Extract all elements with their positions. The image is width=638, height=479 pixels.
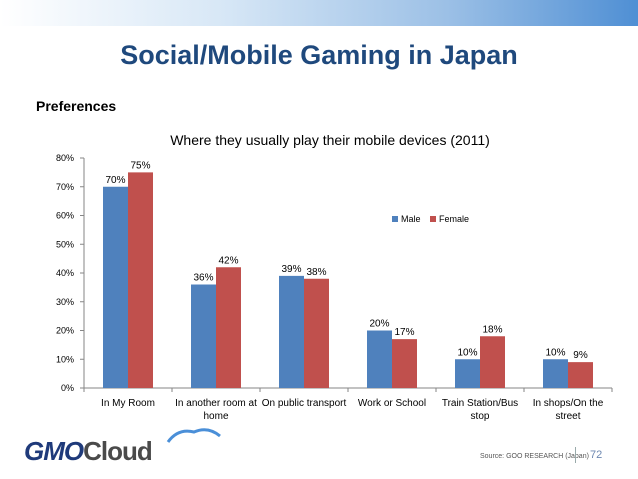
data-label: 38%	[306, 267, 326, 278]
bar-male	[543, 359, 568, 388]
cloud-swoosh-icon	[166, 428, 221, 443]
bar-female	[480, 336, 505, 388]
y-tick-label: 80%	[56, 153, 74, 163]
section-heading: Preferences	[36, 98, 117, 114]
bar-female	[392, 339, 417, 388]
source-note: Source: GOO RESEARCH (Japan)	[480, 453, 589, 460]
data-label: 70%	[105, 175, 125, 186]
page-title: Social/Mobile Gaming in Japan	[120, 40, 518, 70]
x-tick-label: In another room at	[175, 398, 257, 409]
legend-label: Male	[401, 214, 421, 224]
bar-male	[279, 275, 304, 388]
page-number: 72	[590, 449, 603, 461]
data-label: 9%	[573, 350, 588, 361]
data-label: 75%	[130, 160, 150, 171]
x-tick-label: In shops/On the	[533, 398, 604, 409]
data-label: 36%	[193, 273, 213, 284]
legend-swatch	[392, 216, 398, 222]
footer-separator	[575, 447, 576, 463]
y-tick-label: 40%	[56, 268, 74, 278]
data-label: 10%	[545, 347, 565, 358]
company-logo: GMOCloud	[24, 428, 234, 472]
x-tick-label: stop	[471, 411, 490, 422]
y-tick-label: 60%	[56, 211, 74, 221]
x-tick-label: street	[555, 411, 580, 422]
data-label: 20%	[369, 319, 389, 330]
header-band	[0, 0, 638, 26]
bar-male	[103, 186, 128, 388]
legend-swatch	[430, 216, 436, 222]
logo-primary: GMO	[24, 436, 84, 466]
data-label: 39%	[281, 264, 301, 275]
y-tick-label: 30%	[56, 297, 74, 307]
chart-title: Where they usually play their mobile dev…	[170, 132, 490, 148]
x-tick-label: Train Station/Bus	[442, 398, 518, 409]
x-tick-label: On public transport	[262, 398, 347, 409]
y-tick-label: 20%	[56, 326, 74, 336]
data-label: 18%	[482, 324, 502, 335]
bar-female	[216, 267, 241, 388]
x-tick-label: In My Room	[101, 398, 155, 409]
bar-male	[191, 284, 216, 388]
y-tick-label: 10%	[56, 354, 74, 364]
logo-secondary: Cloud	[83, 436, 153, 466]
data-label: 17%	[394, 327, 414, 338]
data-label: 42%	[218, 255, 238, 266]
legend-label: Female	[439, 214, 469, 224]
y-tick-label: 70%	[56, 182, 74, 192]
data-label: 10%	[457, 347, 477, 358]
x-tick-label: home	[203, 411, 228, 422]
y-tick-label: 0%	[61, 383, 74, 393]
bar-male	[367, 330, 392, 388]
bar-female	[304, 278, 329, 388]
x-tick-label: Work or School	[358, 398, 426, 409]
bar-female	[128, 172, 153, 388]
bar-female	[568, 362, 593, 388]
bar-male	[455, 359, 480, 388]
y-tick-label: 50%	[56, 239, 74, 249]
